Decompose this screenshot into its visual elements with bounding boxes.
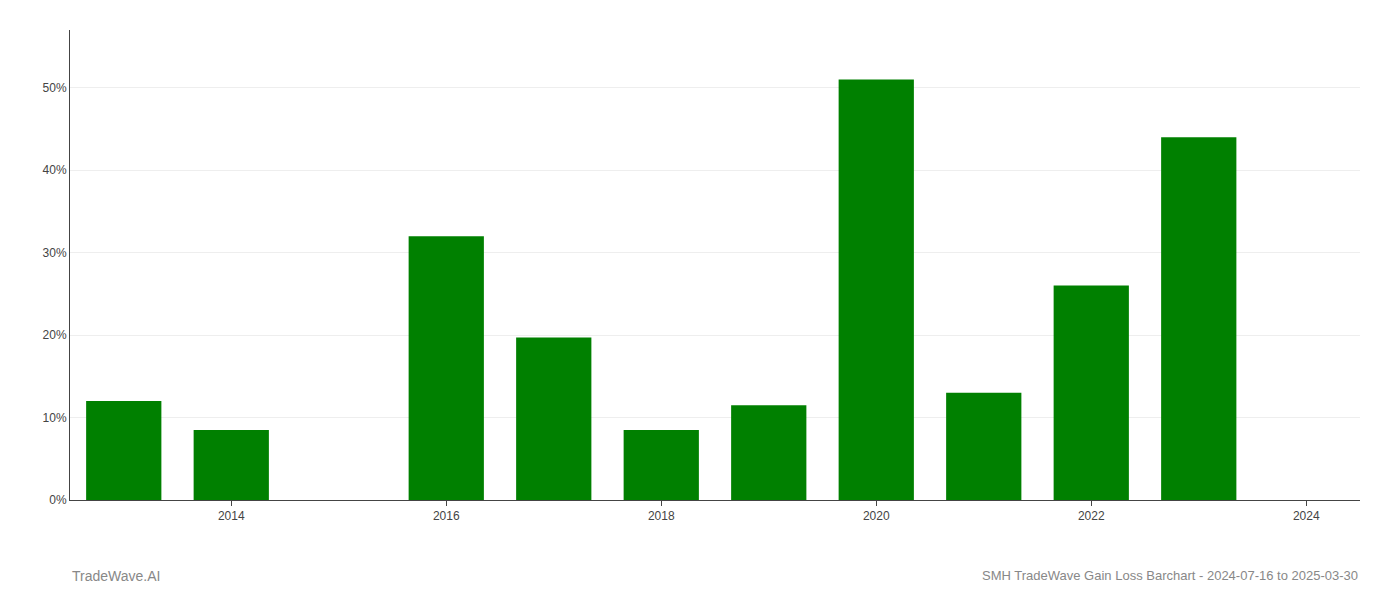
svg-text:2016: 2016	[433, 509, 460, 523]
svg-text:2022: 2022	[1078, 509, 1105, 523]
svg-text:SMH TradeWave Gain Loss Barcha: SMH TradeWave Gain Loss Barchart - 2024-…	[982, 568, 1358, 583]
svg-text:20%: 20%	[43, 328, 67, 342]
svg-text:2024: 2024	[1293, 509, 1320, 523]
svg-text:2020: 2020	[863, 509, 890, 523]
svg-text:0%: 0%	[49, 493, 67, 507]
svg-text:50%: 50%	[43, 81, 67, 95]
svg-text:10%: 10%	[43, 411, 67, 425]
svg-text:2018: 2018	[648, 509, 675, 523]
svg-text:30%: 30%	[43, 246, 67, 260]
svg-text:TradeWave.AI: TradeWave.AI	[72, 568, 160, 584]
svg-text:40%: 40%	[43, 163, 67, 177]
svg-text:2014: 2014	[218, 509, 245, 523]
